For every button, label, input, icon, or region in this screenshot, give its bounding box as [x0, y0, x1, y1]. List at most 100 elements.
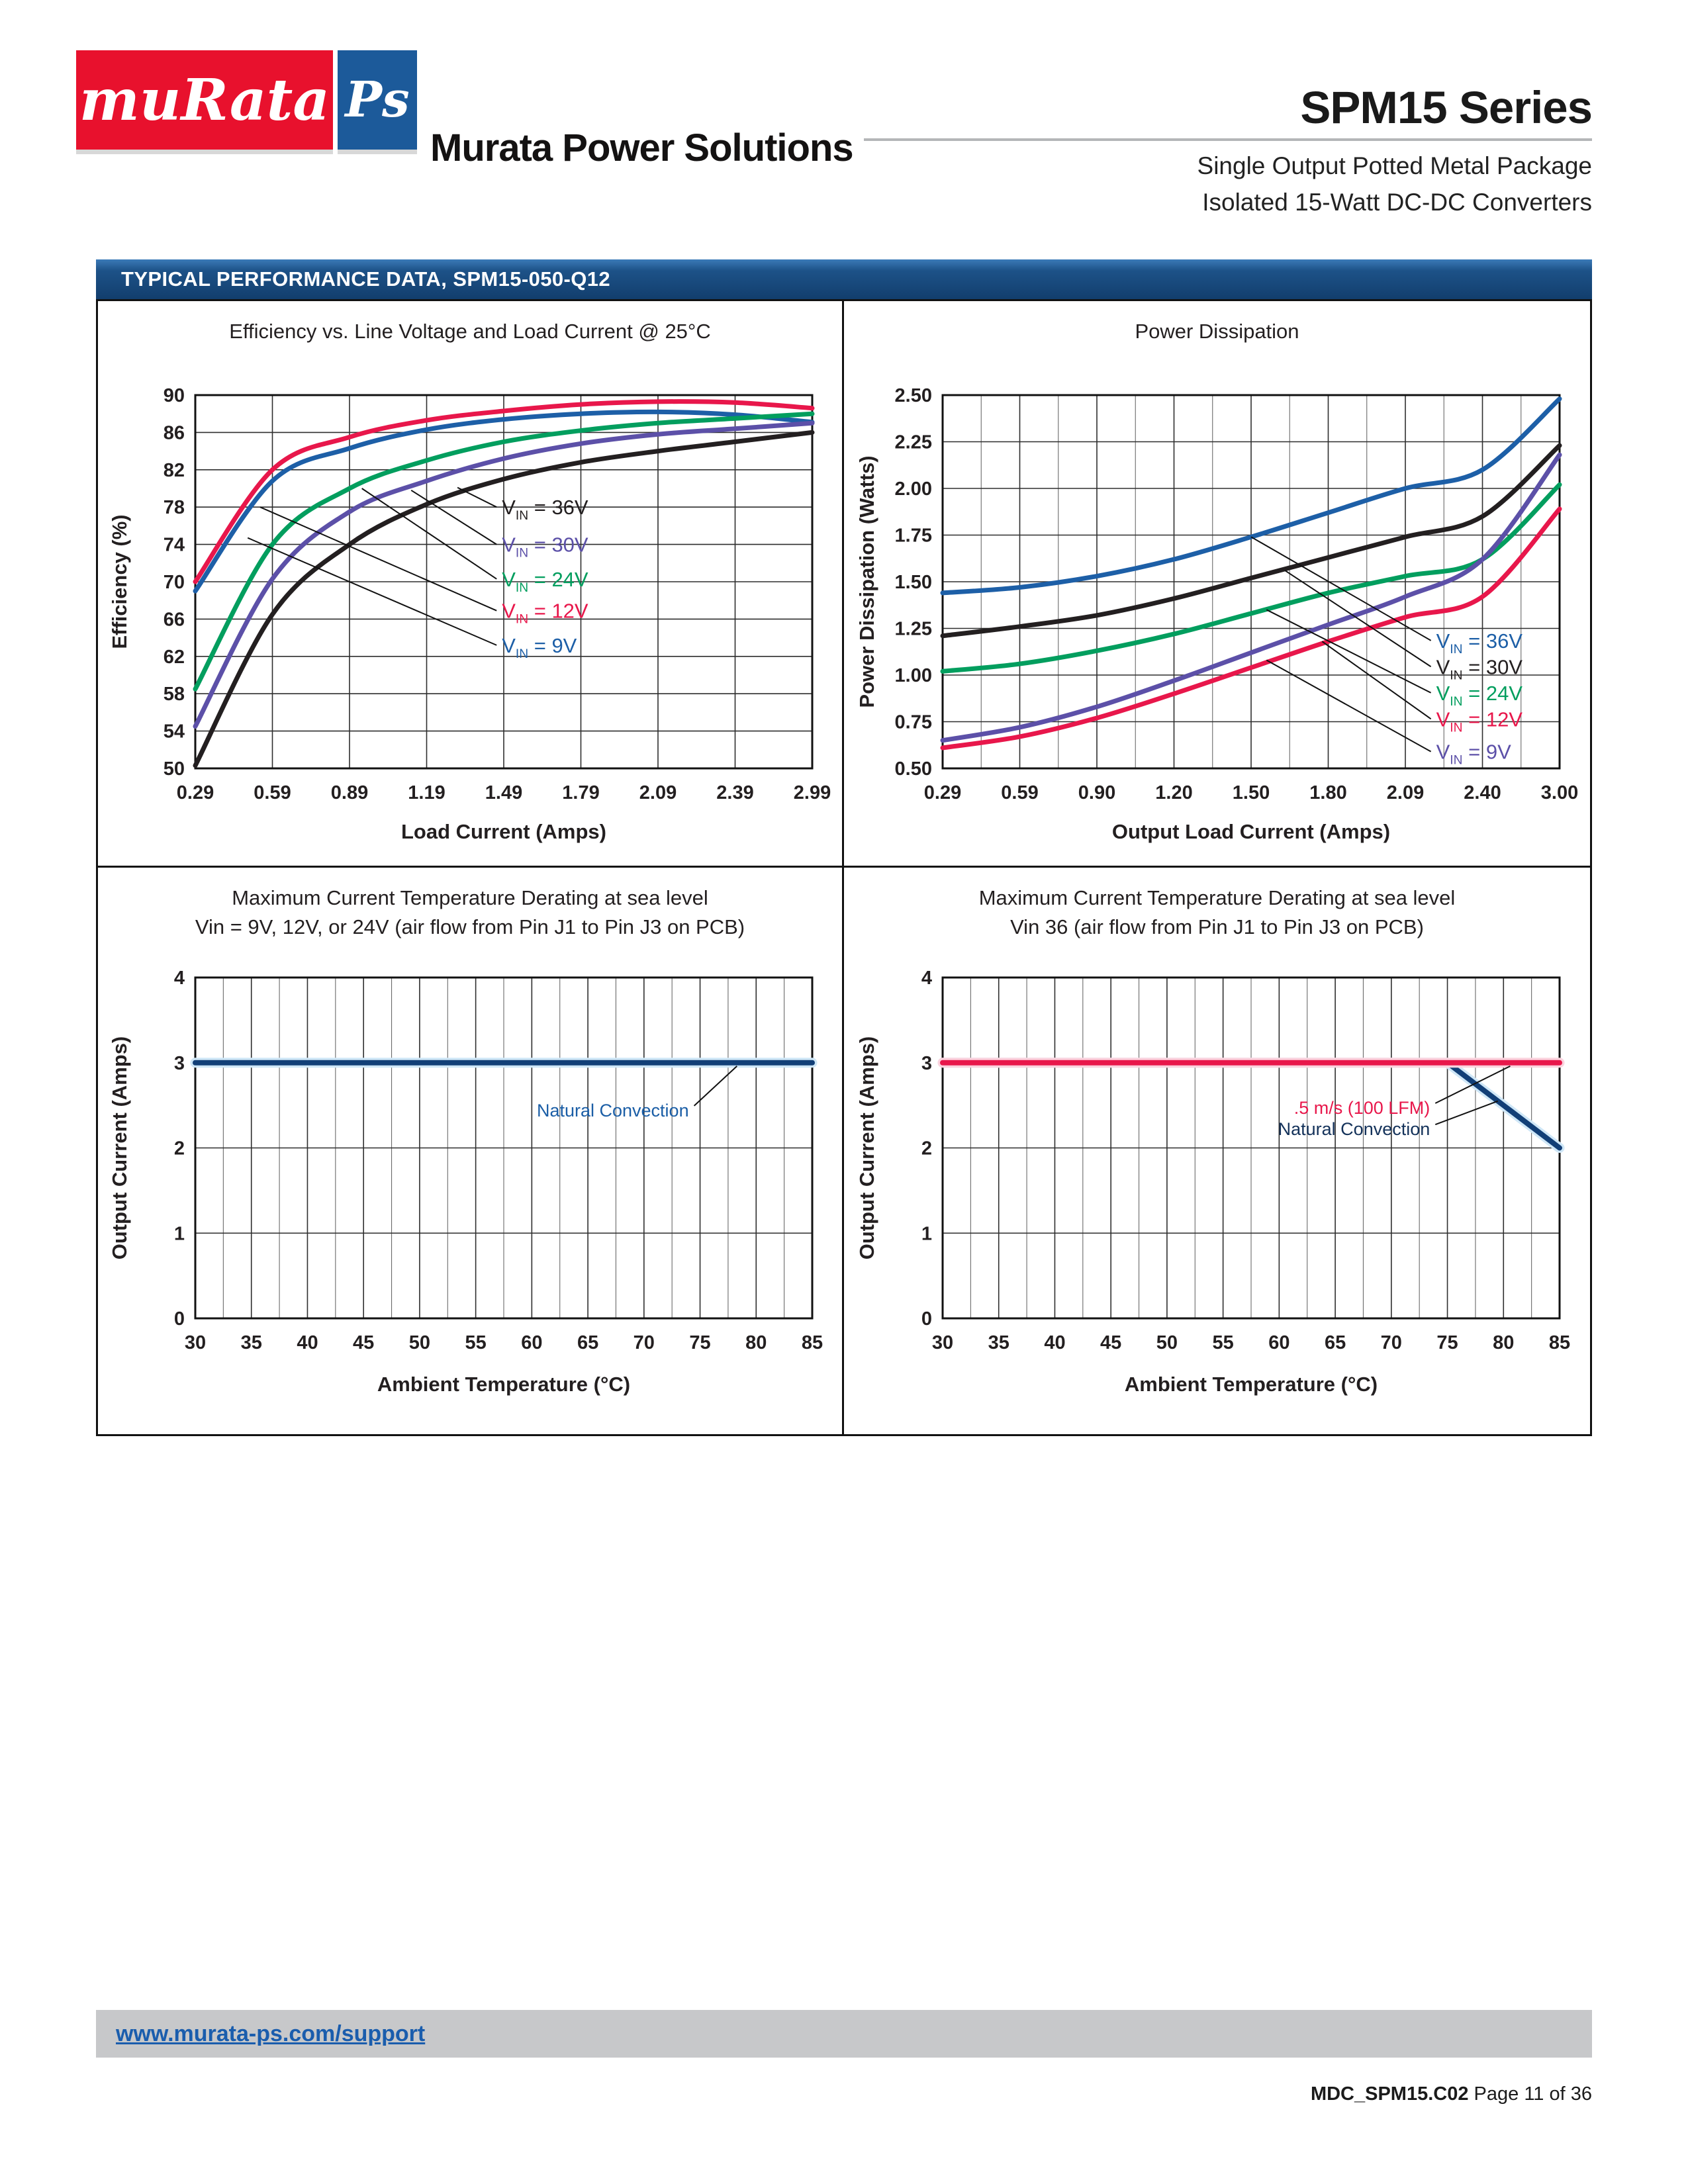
svg-text:Output Current (Amps): Output Current (Amps) — [855, 1036, 878, 1260]
svg-text:1.79: 1.79 — [562, 782, 599, 803]
svg-text:50: 50 — [164, 758, 185, 780]
svg-text:3: 3 — [921, 1053, 931, 1074]
svg-text:30: 30 — [185, 1332, 206, 1353]
svg-text:45: 45 — [1100, 1332, 1121, 1353]
svg-text:0.29: 0.29 — [177, 782, 214, 803]
svg-text:86: 86 — [164, 422, 185, 443]
svg-text:2.39: 2.39 — [716, 782, 753, 803]
svg-text:VIN = 12V: VIN = 12V — [502, 600, 588, 627]
svg-text:4: 4 — [921, 968, 931, 989]
svg-text:85: 85 — [1548, 1332, 1570, 1353]
svg-text:3: 3 — [174, 1053, 185, 1074]
svg-text:Natural Convection: Natural Convection — [537, 1101, 689, 1120]
svg-text:90: 90 — [164, 386, 185, 406]
derating-low-vin-chart: 30 35 40 45 50 55 60 65 70 75 80 85 0 1 2 3 4 Ambient Tem… — [108, 968, 823, 1396]
performance-data-box: Efficiency vs. Line Voltage and Load Cur… — [96, 299, 1592, 1436]
svg-text:0.90: 0.90 — [1078, 782, 1115, 803]
svg-text:1.19: 1.19 — [408, 782, 445, 803]
svg-text:66: 66 — [164, 609, 185, 630]
svg-text:VIN = 36V: VIN = 36V — [1436, 629, 1523, 657]
svg-text:60: 60 — [521, 1332, 542, 1353]
svg-text:80: 80 — [1493, 1332, 1514, 1353]
svg-text:VIN = 30V: VIN = 30V — [1436, 655, 1523, 682]
murata-logo-text: muRata — [79, 66, 330, 134]
quadrant-derating-vin36: Maximum Current Temperature Derating at … — [844, 868, 1590, 1434]
svg-text:1.25: 1.25 — [894, 619, 931, 640]
svg-text:62: 62 — [164, 647, 185, 668]
power-dissipation-chart-title: Power Dissipation — [1135, 320, 1299, 343]
svg-text:0: 0 — [921, 1308, 931, 1330]
svg-text:Natural Convection: Natural Convection — [1278, 1119, 1430, 1139]
efficiency-chart: 0.29 0.59 0.89 1.19 1.49 1.79 2.09 2.39 2.99 50 54… — [108, 386, 831, 843]
murata-ps-logo-text: Ps — [345, 71, 410, 128]
svg-text:1.80: 1.80 — [1309, 782, 1346, 803]
support-link[interactable]: www.murata-ps.com/support — [116, 2021, 426, 2046]
section-banner: TYPICAL PERFORMANCE DATA, SPM15-050-Q12 — [96, 259, 1592, 299]
footer-note: MDC_SPM15.C02 Page 11 of 36 — [1311, 2083, 1592, 2105]
svg-text:2.25: 2.25 — [894, 432, 931, 453]
svg-text:Load Current (Amps): Load Current (Amps) — [401, 820, 606, 843]
svg-text:Ambient Temperature (°C): Ambient Temperature (°C) — [377, 1373, 630, 1396]
derating-vin36-subtitle: Vin 36 (air flow from Pin J1 to Pin J3 o… — [1010, 915, 1424, 938]
subtitle-line-1: Single Output Potted Metal Package — [1197, 152, 1592, 179]
svg-text:2.00: 2.00 — [894, 478, 931, 500]
efficiency-chart-title: Efficiency vs. Line Voltage and Load Cur… — [229, 320, 711, 343]
svg-text:1: 1 — [174, 1223, 185, 1244]
svg-text:4: 4 — [174, 968, 185, 989]
svg-text:65: 65 — [577, 1332, 598, 1353]
murata-logo-ps-box: Ps — [338, 50, 417, 150]
svg-text:1.49: 1.49 — [485, 782, 522, 803]
svg-text:60: 60 — [1268, 1332, 1289, 1353]
svg-text:2.40: 2.40 — [1464, 782, 1501, 803]
svg-text:2.09: 2.09 — [1386, 782, 1423, 803]
svg-text:35: 35 — [241, 1332, 262, 1353]
svg-text:30: 30 — [931, 1332, 953, 1353]
svg-text:0: 0 — [174, 1308, 185, 1330]
svg-text:1.50: 1.50 — [1232, 782, 1269, 803]
svg-text:VIN = 36V: VIN = 36V — [502, 496, 588, 523]
svg-text:0.29: 0.29 — [923, 782, 961, 803]
svg-text:45: 45 — [353, 1332, 374, 1353]
svg-text:65: 65 — [1324, 1332, 1345, 1353]
derating-low-vin-subtitle: Vin = 9V, 12V, or 24V (air flow from Pin… — [195, 915, 745, 938]
svg-text:0.59: 0.59 — [1001, 782, 1038, 803]
svg-text:2: 2 — [921, 1138, 931, 1160]
svg-text:70: 70 — [633, 1332, 655, 1353]
svg-text:Output Load Current (Amps): Output Load Current (Amps) — [1111, 820, 1389, 843]
murata-logo: muRata Ps — [76, 50, 417, 150]
svg-text:50: 50 — [1156, 1332, 1177, 1353]
svg-text:82: 82 — [164, 460, 185, 481]
svg-text:35: 35 — [988, 1332, 1009, 1353]
svg-text:VIN = 9V: VIN = 9V — [502, 634, 577, 661]
svg-text:80: 80 — [745, 1332, 767, 1353]
svg-text:75: 75 — [1436, 1332, 1458, 1353]
svg-text:55: 55 — [465, 1332, 487, 1353]
svg-text:0.59: 0.59 — [254, 782, 291, 803]
svg-text:0.75: 0.75 — [894, 712, 931, 733]
quadrant-derating-low-vin: Maximum Current Temperature Derating at … — [98, 868, 844, 1434]
svg-text:54: 54 — [164, 721, 185, 743]
svg-text:75: 75 — [689, 1332, 710, 1353]
svg-text:3.00: 3.00 — [1540, 782, 1577, 803]
svg-text:78: 78 — [164, 497, 185, 518]
svg-text:50: 50 — [409, 1332, 430, 1353]
svg-text:Output Current (Amps): Output Current (Amps) — [108, 1036, 131, 1260]
svg-text:58: 58 — [164, 684, 185, 705]
svg-text:1.50: 1.50 — [894, 572, 931, 593]
svg-text:1: 1 — [921, 1223, 931, 1244]
derating-vin36-chart: 30 35 40 45 50 55 60 65 70 75 80 85 0 1 2 3 4 Ambient Tem… — [855, 968, 1570, 1396]
svg-text:74: 74 — [164, 535, 185, 556]
svg-text:Efficiency (%): Efficiency (%) — [108, 514, 131, 649]
svg-text:VIN = 24V: VIN = 24V — [502, 568, 588, 595]
svg-text:2.09: 2.09 — [639, 782, 677, 803]
svg-text:1.20: 1.20 — [1155, 782, 1192, 803]
title-block: SPM15 Series Single Output Potted Metal … — [864, 83, 1593, 220]
svg-text:85: 85 — [802, 1332, 823, 1353]
svg-text:2.99: 2.99 — [794, 782, 831, 803]
svg-text:VIN = 30V: VIN = 30V — [502, 533, 588, 561]
quadrant-efficiency: Efficiency vs. Line Voltage and Load Cur… — [98, 301, 844, 868]
svg-text:VIN = 24V: VIN = 24V — [1436, 682, 1523, 709]
svg-text:VIN = 9V: VIN = 9V — [1436, 741, 1511, 768]
svg-text:2: 2 — [174, 1138, 185, 1160]
svg-text:Ambient Temperature (°C): Ambient Temperature (°C) — [1124, 1373, 1377, 1396]
